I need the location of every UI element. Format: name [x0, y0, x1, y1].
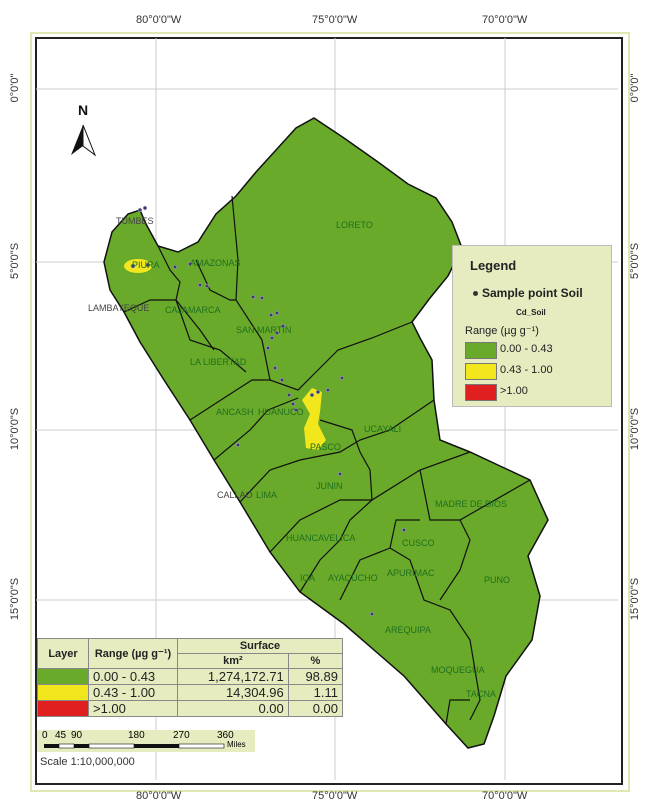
north-arrow-icon	[71, 124, 97, 157]
scale-tick: 90	[71, 730, 83, 741]
scale-tick: 360	[217, 730, 234, 741]
region-boundaries	[123, 195, 531, 725]
header-surface: Surface	[177, 638, 343, 654]
row-km2: 1,274,172.71	[177, 668, 289, 685]
lon-label-70w-bottom: 70°0'0"W	[482, 790, 528, 802]
scale-text: Scale 1:10,000,000	[40, 756, 135, 768]
sample-points	[130, 205, 407, 617]
zone-huanuco-pasco	[302, 388, 326, 450]
legend-field: Cd_Soil	[516, 308, 546, 317]
header-layer: Layer	[37, 638, 89, 669]
north-arrow-label: N	[78, 102, 88, 118]
legend-class-low: 0.00 - 0.43	[500, 343, 553, 355]
row-km2: 14,304.96	[177, 684, 289, 701]
legend-swatch-mid	[465, 363, 497, 380]
region-label-ancash: ANCASH	[216, 407, 254, 417]
legend-title: Legend	[470, 258, 517, 273]
region-label-ucayali: UCAYALI	[364, 424, 401, 434]
table-row: >1.00 0.00 0.00	[37, 700, 344, 717]
region-labels: TUMBES PIURA LAMBAYEQUE AMAZONAS CAJAMAR…	[88, 216, 510, 699]
region-label-lima: LIMA	[256, 490, 277, 500]
legend-swatch-high	[465, 384, 497, 401]
legend-class-mid: 0.43 - 1.00	[500, 364, 553, 376]
row-swatch	[37, 668, 89, 685]
header-range: Range (µg g⁻¹)	[88, 638, 178, 669]
region-label-piura: PIURA	[132, 260, 160, 270]
header-km2: km²	[177, 653, 289, 669]
lat-label-15s-right: 15°0'0"S	[629, 577, 641, 621]
lon-label-75w-top: 75°0'0"W	[312, 14, 358, 26]
scale-bar: 0 45 90 180 270 360 Miles	[37, 730, 255, 752]
region-label-madre-de-dios: MADRE DE DIOS	[435, 499, 507, 509]
row-swatch	[37, 684, 89, 701]
region-label-apurimac: APURIMAC	[387, 568, 435, 578]
row-pct: 0.00	[287, 700, 344, 717]
lon-label-80w-top: 80°0'0"W	[136, 14, 182, 26]
region-label-lambayeque: LAMBAYEQUE	[88, 303, 149, 313]
region-label-ica: ICA	[300, 573, 315, 583]
yellow-zones	[124, 259, 326, 450]
table-row: 0.43 - 1.00 14,304.96 1.11	[37, 684, 344, 701]
row-range: >1.00	[88, 700, 178, 717]
scale-tick: 0	[42, 730, 48, 741]
region-label-huancavelica: HUANCAVELICA	[286, 533, 355, 543]
lon-label-70w-top: 70°0'0"W	[482, 14, 528, 26]
lon-label-80w-bottom: 80°0'0"W	[136, 790, 182, 802]
outer-frame	[30, 32, 630, 792]
region-label-la-libertad: LA LIBERTAD	[190, 357, 247, 367]
zone-piura	[124, 259, 152, 273]
scale-unit: Miles	[227, 740, 246, 749]
row-km2: 0.00	[177, 700, 289, 717]
region-label-callao: CALLAO	[217, 490, 253, 500]
region-label-san-martin: SAN MARTIN	[236, 325, 291, 335]
legend-sample-point-label: Sample point Soil	[482, 286, 583, 300]
region-label-moquegua: MOQUEGUA	[431, 665, 485, 675]
peru-country-shape	[103, 117, 549, 749]
scale-tick: 270	[173, 730, 190, 741]
region-label-loreto: LORETO	[336, 220, 373, 230]
region-label-cusco: CUSCO	[402, 538, 435, 548]
map-legend: Legend Sample point Soil Cd_Soil Range (…	[452, 245, 612, 407]
lat-label-0-left: 0°0'0"	[9, 73, 21, 103]
row-range: 0.00 - 0.43	[88, 668, 178, 685]
lon-label-75w-bottom: 75°0'0"W	[312, 790, 358, 802]
legend-range-title: Range (µg g⁻¹)	[465, 325, 539, 337]
table-row: 0.00 - 0.43 1,274,172.71 98.89	[37, 668, 344, 685]
scale-tick: 45	[55, 730, 67, 741]
lat-label-10s-right: 10°0'0"S	[629, 407, 641, 451]
row-swatch	[37, 700, 89, 717]
lat-label-5s-left: 5°0'0"S	[9, 242, 21, 280]
region-label-ayacucho: AYACUCHO	[328, 573, 378, 583]
region-label-amazonas: AMAZONAS	[190, 258, 241, 268]
region-label-tumbes: TUMBES	[116, 216, 154, 226]
region-label-pasco: PASCO	[310, 442, 341, 452]
sample-point-icon	[473, 291, 478, 297]
legend-class-high: >1.00	[500, 385, 528, 397]
lat-label-10s-left: 10°0'0"S	[9, 407, 21, 451]
header-pct: %	[287, 653, 344, 669]
lat-label-0-right: 0°0'0"	[629, 73, 641, 103]
scale-tick: 180	[128, 730, 145, 741]
region-label-arequipa: AREQUIPA	[385, 625, 431, 635]
row-pct: 98.89	[287, 668, 344, 685]
row-pct: 1.11	[287, 684, 344, 701]
lat-label-5s-right: 5°0'0"S	[629, 242, 641, 280]
region-label-junin: JUNIN	[316, 481, 343, 491]
region-label-cajamarca: CAJAMARCA	[165, 305, 221, 315]
row-range: 0.43 - 1.00	[88, 684, 178, 701]
surface-table: Layer Range (µg g⁻¹) Surface km² % 0.00 …	[37, 638, 344, 717]
region-label-huanuco: HUANUCO	[258, 407, 304, 417]
region-label-tacna: TACNA	[466, 689, 496, 699]
scale-bar-graphic	[44, 743, 225, 749]
legend-sample-point: Sample point Soil	[473, 286, 583, 300]
region-label-puno: PUNO	[484, 575, 510, 585]
lat-label-15s-left: 15°0'0"S	[9, 577, 21, 621]
map-frame	[35, 37, 623, 785]
legend-swatch-low	[465, 342, 497, 359]
